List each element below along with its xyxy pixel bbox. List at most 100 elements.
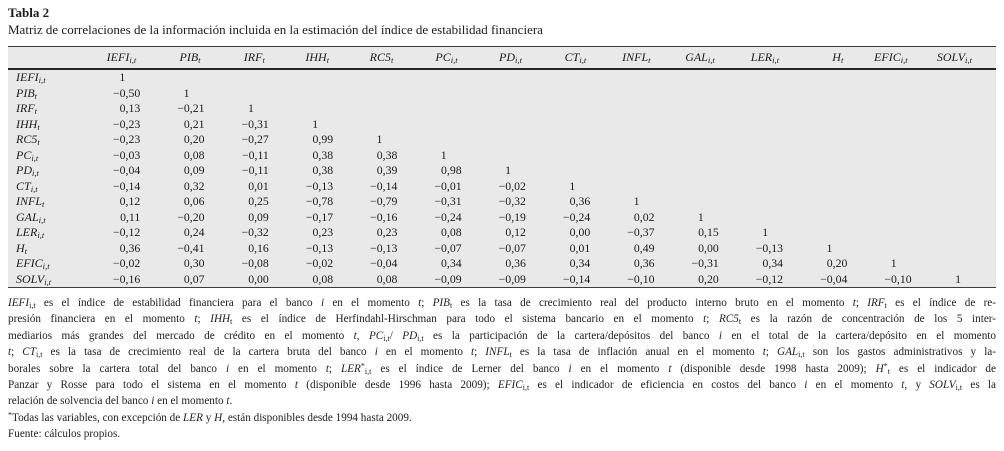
table-row: CTi,t −0,14 0,32 0,01 −0,13 −0,14 −0,01 −0,02 1 <box>8 179 996 195</box>
row-label: Ht <box>16 240 28 256</box>
correlation-cell: −0,79 <box>370 194 398 208</box>
correlation-cell <box>417 86 481 102</box>
correlation-cell: 0,08 <box>441 225 462 239</box>
correlation-cell: 0,49 <box>633 240 655 255</box>
correlation-cell <box>546 148 610 164</box>
correlation-cell <box>546 69 610 86</box>
correlation-cell: −0,19 <box>498 209 526 224</box>
footnote-line: borales sobre la cartera total del banco… <box>8 361 996 376</box>
column-header: LERi,t <box>738 46 804 70</box>
table-row: IHHt −0,23 0,21 −0,31 1 <box>8 117 996 133</box>
correlation-cell <box>739 194 803 210</box>
column-header: IHHt <box>288 46 354 70</box>
correlation-cell: 0,01 <box>569 240 591 255</box>
correlation-cell: 0,38 <box>312 147 334 162</box>
correlation-cell <box>867 210 931 226</box>
correlation-cell: 0,38 <box>376 147 398 162</box>
correlation-cell <box>739 69 803 86</box>
row-label: IRFt <box>16 101 38 116</box>
correlation-cell <box>482 69 546 86</box>
correlation-cell: −0,09 <box>498 271 526 286</box>
correlation-cell <box>160 69 224 86</box>
row-label: PIBt <box>16 85 38 101</box>
correlation-cell <box>353 86 417 102</box>
correlation-cell: 1 <box>955 271 961 286</box>
correlation-cell <box>867 86 931 102</box>
correlation-cell: 0,02 <box>633 209 655 224</box>
correlation-cell <box>932 179 996 195</box>
table-row: IRFt 0,13 −0,21 1 <box>8 101 996 117</box>
correlation-cell <box>610 101 674 117</box>
correlation-cell <box>610 86 674 102</box>
correlation-cell: 0,34 <box>569 256 591 270</box>
header-stub-cell <box>8 46 96 70</box>
correlation-cell: −0,14 <box>112 178 141 193</box>
correlation-cell <box>610 148 674 164</box>
correlation-cell <box>932 225 996 241</box>
row-label: PCi,t <box>16 147 39 163</box>
table-row: EFICi,t −0,02 0,30 −0,08 −0,02 −0,04 0,34 0,36 0… <box>8 256 996 272</box>
correlation-cell <box>739 210 803 226</box>
correlation-cell: 0,36 <box>569 194 591 208</box>
correlation-cell <box>289 69 353 86</box>
footnote-line: *Todas las variables, con excepción de L… <box>8 410 412 424</box>
column-header: PDi,t <box>481 46 546 70</box>
table-body: IEFIi,t 1 PIBt −0,50 1 IRFt 0,13 −0,21 1 IHHt −0,2… <box>8 69 996 288</box>
correlation-cell <box>803 179 867 195</box>
correlation-cell: 0,00 <box>698 240 719 255</box>
correlation-cell: −0,32 <box>241 225 269 239</box>
table-row: LERi,t −0,12 0,24 −0,32 0,23 0,23 0,08 0,12 0,00… <box>8 225 996 241</box>
correlation-cell: 1 <box>890 256 897 270</box>
correlation-matrix-table: IEFIi,t PIBt IRFt IHHt RC5t PCi,t PDi,t CTi,t IN… <box>8 46 996 288</box>
correlation-cell <box>675 179 739 195</box>
correlation-cell: 1 <box>312 116 319 131</box>
correlation-cell: 1 <box>247 101 254 115</box>
correlation-cell: −0,04 <box>820 271 848 286</box>
correlation-cell <box>932 86 996 102</box>
correlation-cell: 0,12 <box>119 194 141 208</box>
row-label: IEFIi,t <box>16 70 46 85</box>
correlation-cell <box>546 117 610 133</box>
row-label: IHHt <box>16 116 40 132</box>
column-header: IEFIi,t <box>96 46 161 70</box>
footnote-line: t; CTi,t es la tasa de crecimiento real … <box>8 346 996 359</box>
correlation-cell: −0,20 <box>177 209 205 224</box>
correlation-cell <box>739 117 803 133</box>
table-row: PDi,t −0,04 0,09 −0,11 0,38 0,39 0,98 1 <box>8 163 996 179</box>
row-label: RC5t <box>16 132 40 147</box>
correlation-cell: 0,15 <box>698 225 719 239</box>
correlation-cell <box>739 86 803 102</box>
correlation-cell: 1 <box>569 178 576 193</box>
correlation-cell: 0,09 <box>183 163 205 177</box>
correlation-cell <box>803 163 867 179</box>
correlation-cell <box>867 163 931 179</box>
correlation-cell: 1 <box>183 85 190 100</box>
correlation-cell: 1 <box>376 132 383 146</box>
correlation-cell: −0,02 <box>305 256 334 270</box>
correlation-cell: 0,36 <box>119 240 141 255</box>
correlation-cell: 0,12 <box>505 225 526 239</box>
correlation-cell: 1 <box>633 194 640 208</box>
correlation-cell <box>803 210 867 226</box>
correlation-cell: 0,21 <box>183 116 205 131</box>
correlation-cell: −0,17 <box>305 209 334 224</box>
correlation-cell <box>610 179 674 195</box>
correlation-cell: 0,08 <box>312 271 334 286</box>
correlation-cell: −0,11 <box>241 163 269 177</box>
correlation-cell: −0,13 <box>370 240 398 255</box>
correlation-cell: 0,30 <box>183 256 205 270</box>
correlation-cell: −0,41 <box>177 240 205 255</box>
row-label: CTi,t <box>16 178 38 194</box>
correlation-cell <box>803 194 867 210</box>
correlation-cell <box>803 132 867 148</box>
correlation-cell <box>482 101 546 117</box>
correlation-cell <box>675 163 739 179</box>
row-label: LERi,t <box>16 225 45 240</box>
correlation-cell <box>739 101 803 117</box>
correlation-cell: 0,23 <box>376 225 398 239</box>
correlation-cell <box>803 101 867 117</box>
correlation-cell <box>353 101 417 117</box>
correlation-cell <box>610 132 674 148</box>
correlation-cell: −0,21 <box>177 101 205 115</box>
table-row: IEFIi,t 1 <box>8 69 996 86</box>
